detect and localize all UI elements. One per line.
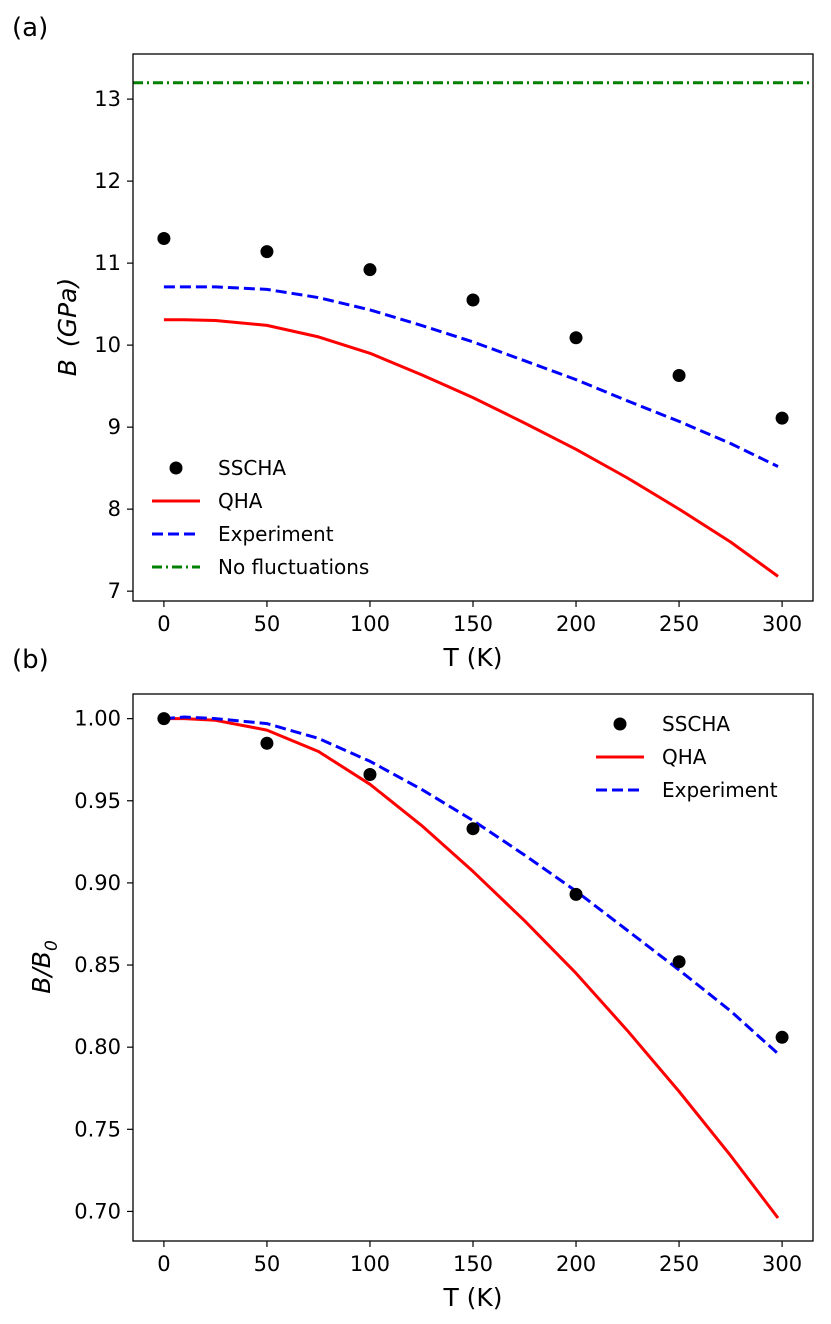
- data-point-sscha: [157, 232, 171, 246]
- y-tick-label: 0.75: [74, 1117, 121, 1141]
- legend: SSCHA QHA Experiment No fluctuations: [152, 456, 369, 579]
- legend-label-experiment: Experiment: [218, 522, 334, 546]
- y-tick-label: 7: [108, 579, 121, 603]
- y-tick-label: 10: [94, 333, 121, 357]
- legend-label-experiment: Experiment: [662, 778, 778, 802]
- y-tick-label: 0.70: [74, 1199, 121, 1223]
- x-tick-label: 300: [762, 1252, 802, 1276]
- y-tick-label: 0.85: [74, 953, 121, 977]
- data-point-sscha: [775, 411, 789, 425]
- y-axis-label-main: B/B: [27, 951, 56, 994]
- y-tick-label: 0.95: [74, 789, 121, 813]
- series-line-qha: [163, 717, 780, 1219]
- axes-frame: [132, 53, 814, 602]
- plot-area: [133, 81, 813, 578]
- legend-label-no-fluctuations: No fluctuations: [218, 555, 369, 579]
- x-axis-label: T (K): [442, 1283, 502, 1312]
- legend-label-sscha: SSCHA: [662, 712, 730, 736]
- data-point-sscha: [157, 712, 171, 726]
- data-point-sscha: [363, 767, 377, 781]
- series-line-qha: [163, 318, 779, 578]
- legend-label-qha: QHA: [662, 745, 707, 769]
- y-axis-label-subscript: 0: [42, 940, 62, 951]
- data-point-sscha: [672, 955, 686, 969]
- panel-a: (a) 0 50 100 150 200 250 300 7 8 9 10 11 12 13 T (K) B (G…: [12, 13, 814, 672]
- series-line-experiment: [163, 715, 780, 1055]
- legend: SSCHA QHA Experiment: [596, 712, 778, 802]
- x-tick-label: 200: [556, 612, 596, 636]
- legend-marker-sscha: [613, 717, 627, 731]
- y-tick-label: 11: [94, 251, 121, 275]
- y-tick-label: 0.80: [74, 1035, 121, 1059]
- x-tick-label: 100: [350, 1252, 390, 1276]
- data-point-sscha: [466, 822, 480, 836]
- x-tick-label: 150: [453, 1252, 493, 1276]
- x-tick-label: 50: [254, 612, 281, 636]
- data-point-sscha: [672, 368, 686, 382]
- legend-marker-sscha: [169, 461, 183, 475]
- axes-frame: [132, 693, 814, 1242]
- x-tick-label: 0: [157, 1252, 170, 1276]
- panel-label: (a): [12, 13, 48, 43]
- panel-b: (b) 0 50 100 150 200 250 300 0.70 0.75 0.80 0.85 0.9…: [12, 645, 814, 1312]
- series-line-experiment: [163, 285, 779, 468]
- data-point-sscha: [569, 887, 583, 901]
- y-axis-label: B/B0: [27, 940, 62, 994]
- y-tick-label: 0.90: [74, 871, 121, 895]
- data-point-sscha: [260, 736, 274, 750]
- data-point-sscha: [466, 293, 480, 307]
- x-tick-label: 250: [659, 612, 699, 636]
- panel-label: (b): [12, 645, 49, 675]
- data-point-sscha: [569, 331, 583, 345]
- x-tick-label: 50: [254, 1252, 281, 1276]
- data-point-sscha: [363, 263, 377, 277]
- y-tick-label: 12: [94, 169, 121, 193]
- data-point-sscha: [775, 1030, 789, 1044]
- x-tick-label: 250: [659, 1252, 699, 1276]
- y-axis-label-main: B: [53, 359, 82, 376]
- legend-label-sscha: SSCHA: [218, 456, 286, 480]
- x-tick-label: 0: [157, 612, 170, 636]
- y-tick-label: 1.00: [74, 707, 121, 731]
- y-axis-label-unit: (GPa): [53, 278, 82, 347]
- x-tick-label: 200: [556, 1252, 596, 1276]
- x-tick-label: 300: [762, 612, 802, 636]
- x-tick-label: 150: [453, 612, 493, 636]
- legend-label-qha: QHA: [218, 489, 263, 513]
- data-point-sscha: [260, 245, 274, 259]
- x-tick-label: 100: [350, 612, 390, 636]
- x-axis-label: T (K): [442, 643, 502, 672]
- y-tick-label: 13: [94, 87, 121, 111]
- plot-area: [157, 712, 789, 1219]
- y-tick-label: 8: [108, 497, 121, 521]
- y-axis-label: B (GPa): [53, 278, 82, 376]
- y-tick-label: 9: [108, 415, 121, 439]
